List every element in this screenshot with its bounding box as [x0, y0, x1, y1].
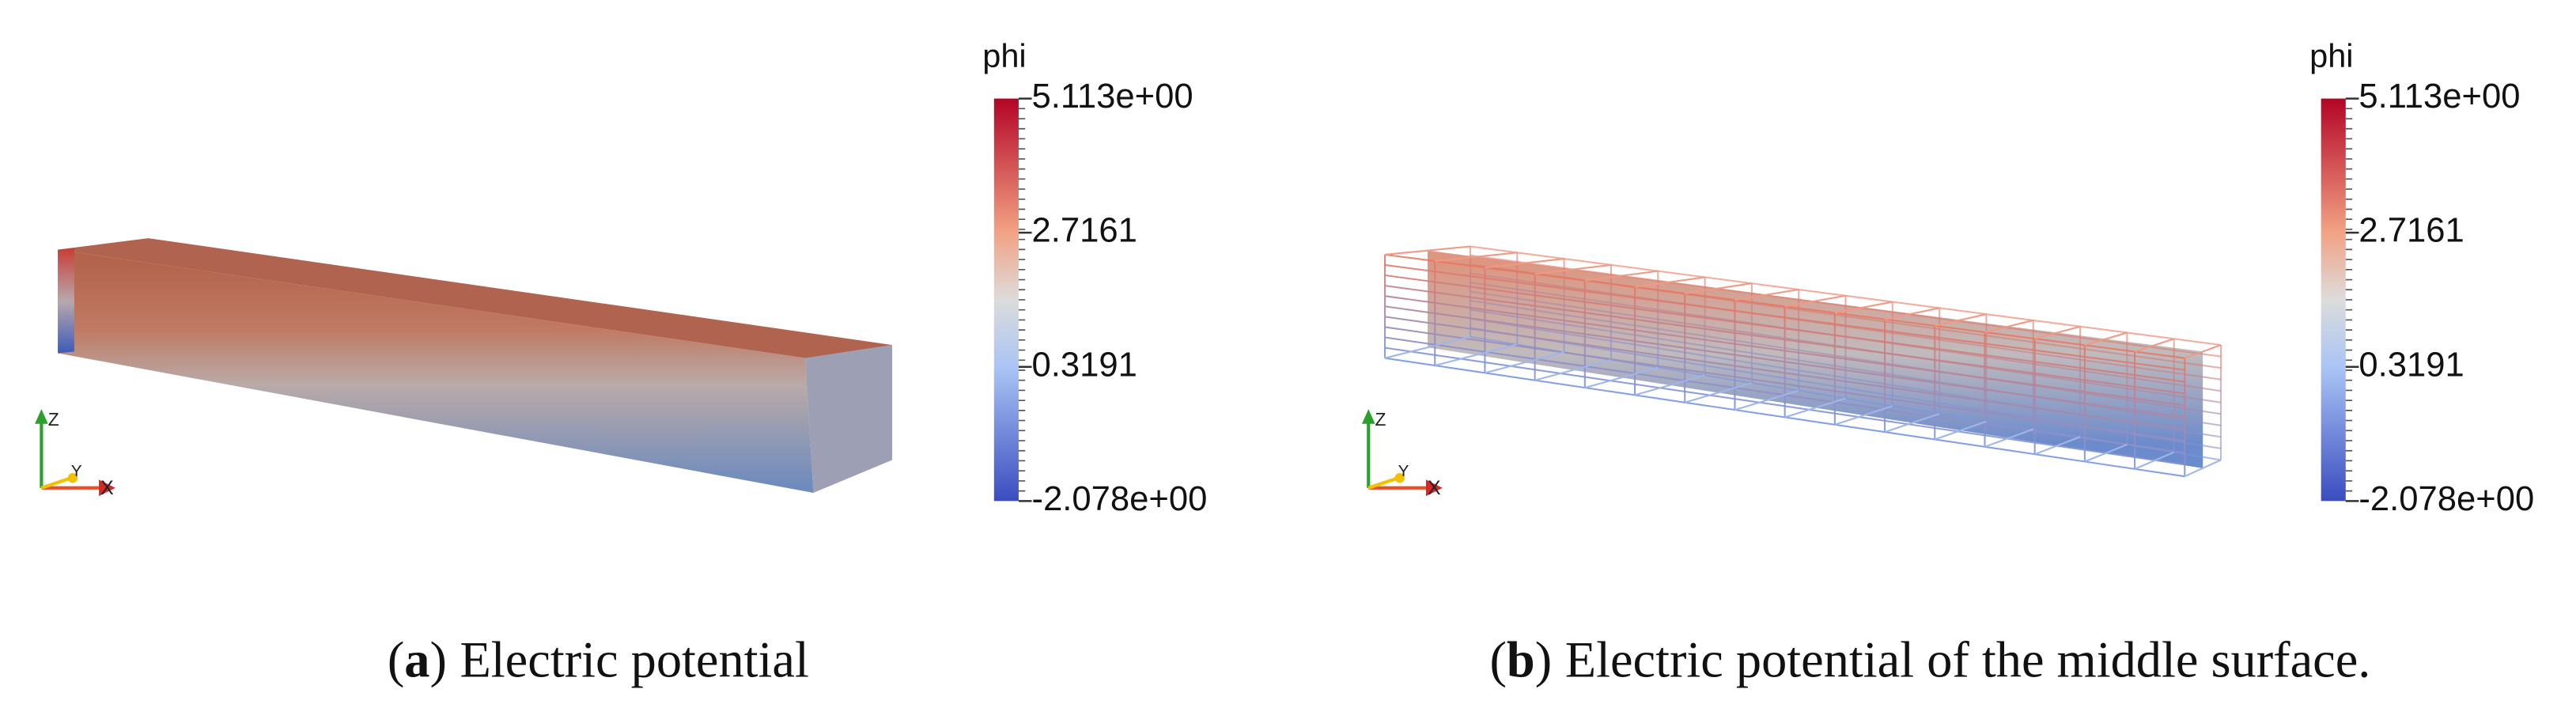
- beam-top: [58, 238, 893, 358]
- caption: (a) Electric potential: [388, 632, 809, 688]
- colorbar-tick-label: 2.7161: [2358, 212, 2464, 250]
- colorbar: [993, 98, 1019, 502]
- wire: [1934, 420, 1987, 441]
- axis-x-head: [1425, 479, 1443, 497]
- wire: [1884, 307, 1940, 320]
- wire: [1584, 270, 1659, 282]
- caption-tag: a: [404, 632, 429, 688]
- wire: [1435, 252, 1518, 263]
- wire: [1384, 357, 2185, 478]
- wire: [2134, 338, 2175, 353]
- axis-y: [40, 476, 72, 490]
- wire: [1634, 276, 1705, 288]
- wire: [1984, 319, 2033, 333]
- wire: [2084, 331, 2128, 346]
- wire: [1534, 263, 1612, 275]
- wire: [1685, 282, 1753, 294]
- colorbar-tick-label: -2.078e+00: [2358, 480, 2534, 518]
- wire: [2134, 451, 2175, 470]
- wire: [1634, 374, 1705, 396]
- colorbar: [2321, 98, 2346, 502]
- caption-tag: b: [1507, 632, 1535, 688]
- wire: [1834, 405, 1893, 426]
- wire: [2184, 344, 2222, 359]
- wire: [1584, 366, 1659, 389]
- beam-end: [804, 345, 893, 493]
- colorbar-tick-label: 0.3191: [2358, 346, 2464, 384]
- colorbar-minor-ticks: [1018, 97, 1026, 502]
- axis-label: Z: [1375, 409, 1386, 430]
- beam-left: [58, 248, 74, 354]
- wire: [1684, 382, 1753, 403]
- colorbar-minor-ticks: [2345, 97, 2353, 502]
- wire: [1734, 288, 1799, 301]
- axis-y-head: [67, 473, 78, 483]
- wire: [1384, 335, 1471, 359]
- colorbar-tick-label: 0.3191: [1032, 346, 1137, 384]
- caption-text: Electric potential: [460, 632, 808, 688]
- wire: [1884, 413, 1940, 434]
- wire: [1834, 301, 1893, 314]
- wire: [1384, 245, 1471, 256]
- colorbar-tick-label: 5.113e+00: [2358, 78, 2520, 115]
- caption-paren: ): [429, 632, 446, 688]
- axis-z-head: [1361, 409, 1375, 424]
- caption: (b) Electric potential of the middle surf…: [1489, 632, 2370, 688]
- axis-x-head: [99, 479, 115, 497]
- caption-text: Electric potential of the middle surface…: [1565, 632, 2371, 688]
- wire: [1784, 397, 1846, 418]
- colorbar-title: phi: [2309, 37, 2353, 74]
- wire: [1734, 389, 1799, 411]
- wire: [2034, 325, 2081, 340]
- wire: [1485, 351, 1564, 374]
- axis-label: Y: [1398, 462, 1409, 480]
- caption-paren: (: [388, 632, 404, 688]
- axis-label: Z: [48, 409, 59, 430]
- colorbar-title: phi: [982, 37, 1026, 74]
- wire: [1534, 358, 1612, 381]
- colorbar-tick-label: 5.113e+00: [1032, 78, 1193, 115]
- axis-label: Y: [71, 462, 82, 480]
- wire: [1434, 343, 1518, 367]
- wire: [1485, 258, 1564, 269]
- wire: [2184, 459, 2222, 478]
- caption-paren: (: [1489, 632, 1506, 688]
- colorbar-tick-label: 2.7161: [1032, 212, 1137, 250]
- axis-z-head: [35, 409, 48, 424]
- caption-paren: ): [1535, 632, 1552, 688]
- wire: [1935, 313, 1987, 327]
- beam-front: [58, 249, 814, 493]
- wire: [2084, 444, 2128, 463]
- colorbar-tick-label: -2.078e+00: [1032, 480, 1208, 518]
- wire: [2034, 436, 2081, 456]
- wire: [1984, 428, 2034, 448]
- wire: [1784, 294, 1846, 308]
- axis-label: X: [1428, 477, 1441, 499]
- axis-y: [1367, 476, 1399, 490]
- axis-y-head: [1394, 473, 1405, 483]
- axis-label: X: [100, 477, 114, 499]
